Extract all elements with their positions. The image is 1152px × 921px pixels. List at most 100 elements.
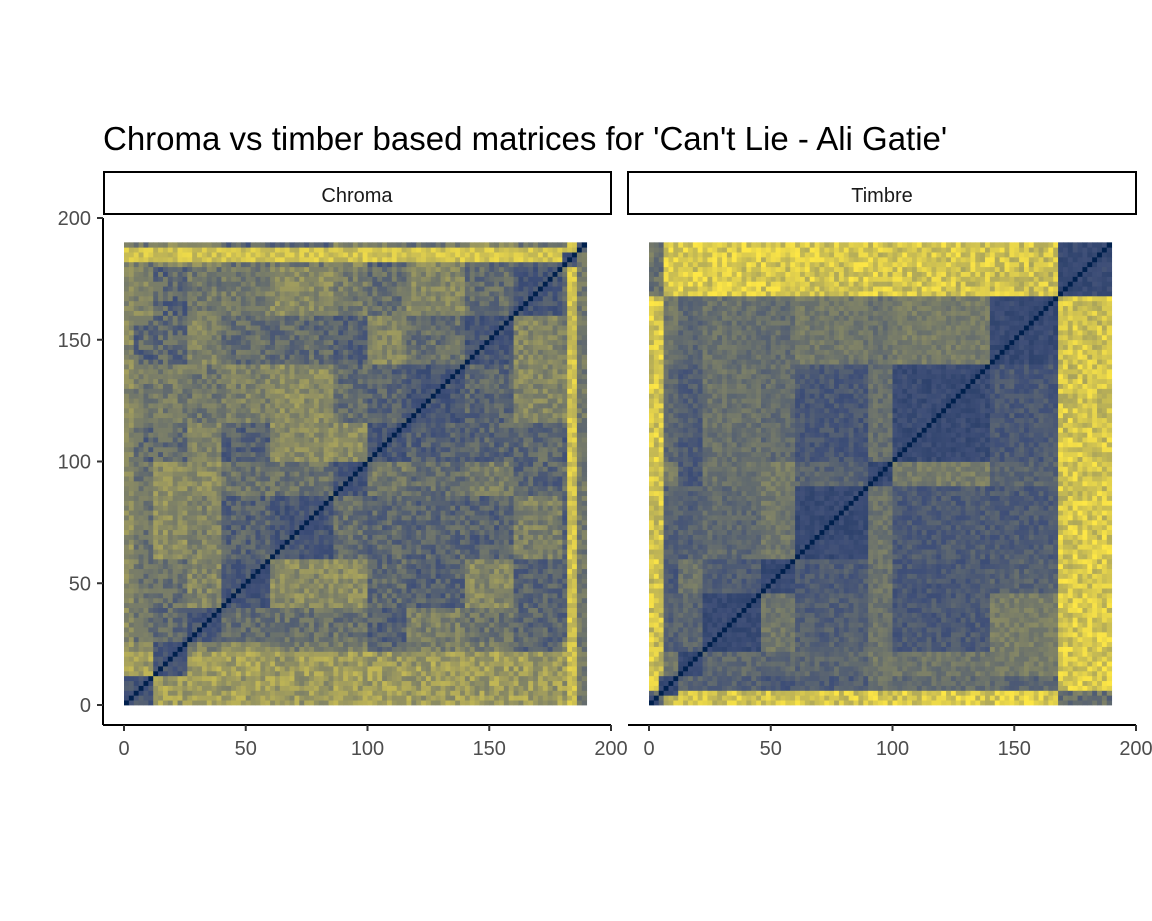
heatmap-cell bbox=[245, 446, 252, 453]
heatmap-cell bbox=[250, 485, 256, 492]
heatmap-cell bbox=[236, 256, 242, 263]
heatmap-cell bbox=[162, 256, 169, 263]
heatmap-cell bbox=[279, 388, 286, 394]
heatmap-cell bbox=[162, 690, 169, 696]
heatmap-cell bbox=[333, 568, 339, 574]
heatmap-cell bbox=[245, 461, 252, 467]
heatmap-cell bbox=[348, 651, 354, 657]
heatmap-cell bbox=[167, 675, 174, 682]
heatmap-cell bbox=[177, 451, 183, 458]
heatmap-cell bbox=[197, 378, 203, 384]
heatmap-cell bbox=[245, 631, 252, 638]
heatmap-cell bbox=[153, 617, 159, 623]
heatmap-cell bbox=[197, 276, 203, 282]
heatmap-cell bbox=[318, 675, 325, 682]
heatmap-cell bbox=[236, 281, 242, 287]
heatmap-cell bbox=[245, 266, 252, 272]
heatmap-cell bbox=[221, 627, 227, 633]
heatmap-cell bbox=[265, 403, 271, 409]
heatmap-cell bbox=[343, 383, 349, 389]
heatmap-cell bbox=[128, 471, 135, 477]
heatmap-cell bbox=[148, 558, 154, 565]
heatmap-cell bbox=[284, 490, 290, 496]
heatmap-cell bbox=[177, 505, 183, 511]
heatmap-cell bbox=[289, 315, 295, 321]
heatmap-cell bbox=[211, 300, 217, 307]
heatmap-cell bbox=[338, 568, 344, 574]
heatmap-cell bbox=[265, 680, 271, 686]
heatmap-cell bbox=[172, 563, 178, 570]
heatmap-cell bbox=[226, 364, 232, 370]
heatmap-cell bbox=[231, 592, 237, 599]
heatmap-cell bbox=[226, 661, 232, 667]
heatmap-cell bbox=[362, 276, 368, 282]
heatmap-cell bbox=[245, 242, 252, 248]
heatmap-cell bbox=[211, 656, 217, 662]
heatmap-cell bbox=[206, 549, 213, 555]
heatmap-cell bbox=[313, 451, 320, 458]
heatmap-cell bbox=[240, 685, 247, 691]
heatmap-cell bbox=[192, 242, 198, 248]
heatmap-cell bbox=[133, 622, 140, 628]
heatmap-cell bbox=[245, 485, 252, 492]
heatmap-cell bbox=[265, 320, 271, 326]
heatmap-cell bbox=[260, 524, 266, 531]
heatmap-cell bbox=[167, 471, 174, 477]
heatmap-cell bbox=[177, 403, 183, 409]
heatmap-cell bbox=[338, 320, 344, 326]
heatmap-cell bbox=[352, 349, 359, 355]
heatmap-cell bbox=[352, 261, 359, 268]
heatmap-cell bbox=[352, 670, 359, 677]
heatmap-cell bbox=[192, 573, 198, 579]
heatmap-cell bbox=[318, 451, 325, 458]
heatmap-cell bbox=[279, 680, 286, 686]
heatmap-cell bbox=[289, 364, 295, 370]
heatmap-cell bbox=[250, 500, 256, 506]
heatmap-cell bbox=[352, 485, 359, 492]
heatmap-cell bbox=[338, 373, 344, 380]
heatmap-cell bbox=[338, 334, 344, 341]
heatmap-cell bbox=[348, 466, 354, 472]
heatmap-cell bbox=[206, 295, 213, 302]
heatmap-cell bbox=[153, 476, 159, 482]
heatmap-cell bbox=[299, 636, 305, 643]
heatmap-cell bbox=[265, 573, 271, 579]
heatmap-cell bbox=[133, 339, 140, 346]
heatmap-cell bbox=[187, 432, 193, 438]
heatmap-cell bbox=[133, 534, 140, 540]
heatmap-cell bbox=[236, 680, 242, 686]
heatmap-cell bbox=[216, 373, 222, 380]
heatmap-cell bbox=[182, 305, 188, 311]
heatmap-cell bbox=[182, 446, 188, 453]
heatmap-cell bbox=[309, 612, 315, 618]
heatmap-cell bbox=[284, 276, 290, 282]
heatmap-cell bbox=[357, 417, 364, 423]
heatmap-cell bbox=[206, 485, 213, 492]
heatmap-cell bbox=[313, 310, 320, 316]
heatmap-cell bbox=[221, 666, 227, 672]
heatmap-cell bbox=[124, 271, 130, 277]
heatmap-cell bbox=[148, 597, 154, 604]
heatmap-cell bbox=[167, 529, 174, 535]
heatmap-cell bbox=[289, 612, 295, 618]
heatmap-cell bbox=[124, 544, 130, 550]
heatmap-cell bbox=[201, 495, 208, 501]
heatmap-cell bbox=[279, 592, 286, 599]
heatmap-cell bbox=[323, 539, 329, 545]
heatmap-cell bbox=[279, 476, 286, 482]
heatmap-cell bbox=[216, 685, 222, 691]
heatmap-cell bbox=[206, 524, 213, 531]
heatmap-cell bbox=[158, 364, 164, 370]
heatmap-cell bbox=[313, 349, 320, 355]
heatmap-cell bbox=[211, 690, 217, 696]
heatmap-cell bbox=[309, 271, 315, 277]
heatmap-cell bbox=[206, 554, 213, 560]
heatmap-cell bbox=[192, 651, 198, 657]
heatmap-cell bbox=[124, 286, 130, 292]
heatmap-cell bbox=[309, 588, 315, 594]
heatmap-cell bbox=[294, 471, 300, 477]
heatmap-cell bbox=[250, 568, 256, 574]
heatmap-cell bbox=[187, 612, 193, 618]
heatmap-cell bbox=[231, 539, 237, 545]
heatmap-cell bbox=[240, 456, 247, 462]
